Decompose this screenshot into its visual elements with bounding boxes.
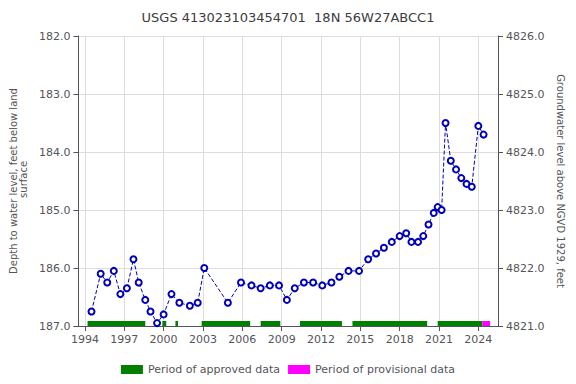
svg-text:184.0: 184.0 xyxy=(39,146,71,159)
svg-text:1994: 1994 xyxy=(71,333,99,346)
svg-text:4822.0: 4822.0 xyxy=(506,262,545,275)
svg-text:Depth to water level, feet bel: Depth to water level, feet below land xyxy=(7,88,19,274)
svg-text:2012: 2012 xyxy=(307,333,335,346)
svg-text:4826.0: 4826.0 xyxy=(506,30,545,43)
svg-text:185.0: 185.0 xyxy=(39,204,71,217)
svg-text:182.0: 182.0 xyxy=(39,30,71,43)
svg-text:Groundwater level above NGVD 1: Groundwater level above NGVD 1929, feet xyxy=(555,74,566,288)
svg-text:2018: 2018 xyxy=(386,333,414,346)
svg-text:Period of approved data: Period of approved data xyxy=(148,363,280,376)
svg-text:2003: 2003 xyxy=(189,333,217,346)
svg-text:Period of provisional data: Period of provisional data xyxy=(315,363,455,376)
svg-text:186.0: 186.0 xyxy=(39,262,71,275)
svg-text:2021: 2021 xyxy=(425,333,453,346)
svg-text:2024: 2024 xyxy=(464,333,492,346)
svg-text:2009: 2009 xyxy=(268,333,296,346)
svg-text:187.0: 187.0 xyxy=(39,320,71,333)
svg-text:4821.0: 4821.0 xyxy=(506,320,545,333)
svg-text:USGS 413023103454701 18N 56W2: USGS 413023103454701 18N 56W27ABCC1 xyxy=(142,10,435,25)
svg-text:183.0: 183.0 xyxy=(39,88,71,101)
svg-text:1997: 1997 xyxy=(110,333,138,346)
svg-text:2006: 2006 xyxy=(228,333,256,346)
svg-text:4823.0: 4823.0 xyxy=(506,204,545,217)
svg-text:4825.0: 4825.0 xyxy=(506,88,545,101)
svg-text:2000: 2000 xyxy=(150,333,178,346)
svg-text:surface: surface xyxy=(18,161,29,201)
svg-text:2015: 2015 xyxy=(346,333,374,346)
svg-text:4824.0: 4824.0 xyxy=(506,146,545,159)
